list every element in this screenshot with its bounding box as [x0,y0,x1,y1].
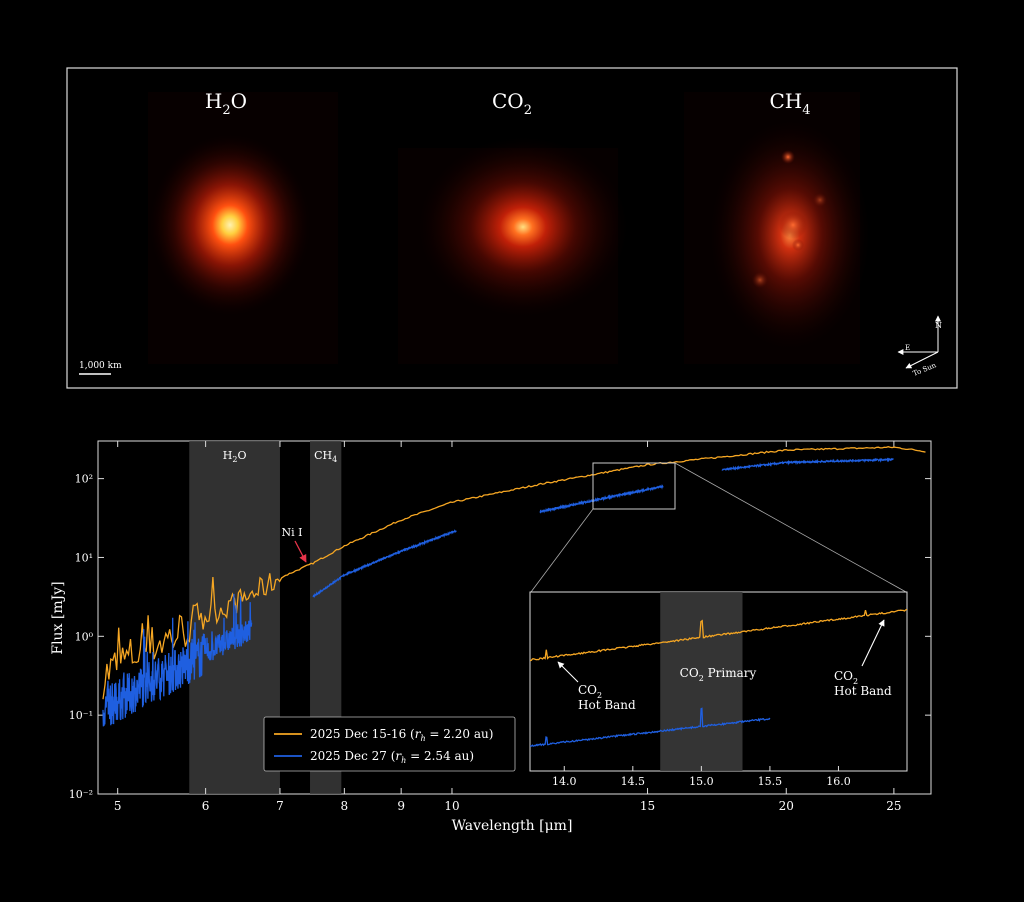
svg-text:Ni I: Ni I [282,526,303,539]
inset-series-blue [530,707,771,747]
y-tick-label: 10⁻² [69,788,93,801]
x-tick-label: 25 [886,799,901,813]
inset-x-tick-label: 15.0 [689,775,714,788]
y-tick-label: 10² [75,473,93,486]
svg-text:1,000 km: 1,000 km [79,361,122,371]
inset-series-orange [530,608,907,662]
x-axis-label: Wavelength [μm] [452,818,573,834]
y-tick-label: 10⁰ [75,630,94,643]
x-tick-label: 8 [341,799,349,813]
series-line-blue [102,593,253,727]
x-tick-label: 20 [779,799,794,813]
y-tick-label: 10⁻¹ [69,709,93,722]
hot-band-annotation-left: CO2 Hot Band [557,661,636,712]
inset-x-tick-label: 14.0 [552,775,577,788]
x-tick-label: 5 [114,799,122,813]
panel-label-ch4: CH4 [769,89,810,118]
svg-text:CO2: CO2 [578,683,602,700]
co2-image [398,137,628,364]
inset-x-tick-label: 14.5 [621,775,646,788]
series-line-blue [312,529,457,599]
x-tick-label: 6 [202,799,210,813]
scale-bar: 1,000 km [79,361,122,375]
x-tick-label: 10 [444,799,459,813]
inset-chart: 14.0 14.5 15.0 15.5 16.0 CO2 Primary CO2 Hot… [529,591,908,788]
legend-entry-orange: 2025 Dec 15-16 (rh = 2.20 au) [310,727,493,743]
series-line-orange [102,446,926,700]
y-axis-label: Flux [mJy] [50,581,66,654]
y-tick-label: 10¹ [75,551,93,564]
x-tick-label: 9 [397,799,405,813]
hot-band-annotation-right: CO2 Hot Band [834,619,892,698]
legend: 2025 Dec 15-16 (rh = 2.20 au) 2025 Dec 2… [263,716,516,772]
svg-text:CO2: CO2 [834,669,858,686]
zoom-box [530,462,907,593]
panel-label-co2: CO2 [492,89,532,118]
band-label: CH4 [314,449,337,464]
inset-x-tick-label: 15.5 [758,775,783,788]
ni-annotation: Ni I [282,526,307,563]
x-tick-label: 15 [640,799,655,813]
legend-entry-blue: 2025 Dec 27 (rh = 2.54 au) [310,749,474,765]
ch4-image [684,92,870,364]
series-line-blue [539,484,664,514]
series-line-blue [721,457,894,471]
inset-x-tick-label: 16.0 [826,775,851,788]
x-tick-label: 7 [276,799,284,813]
h2o-image [148,92,338,364]
panel-label-h2o: H2O [205,89,247,118]
svg-text:Hot Band: Hot Band [834,684,892,698]
band-label: H2O [223,449,247,464]
svg-text:N: N [935,321,942,330]
svg-text:Hot Band: Hot Band [578,698,636,712]
svg-text:E: E [905,344,910,352]
inset-band-label: CO2 Primary [680,666,757,683]
image-panel: H2O CO2 CH4 1,000 km N E To Sun [66,67,958,389]
